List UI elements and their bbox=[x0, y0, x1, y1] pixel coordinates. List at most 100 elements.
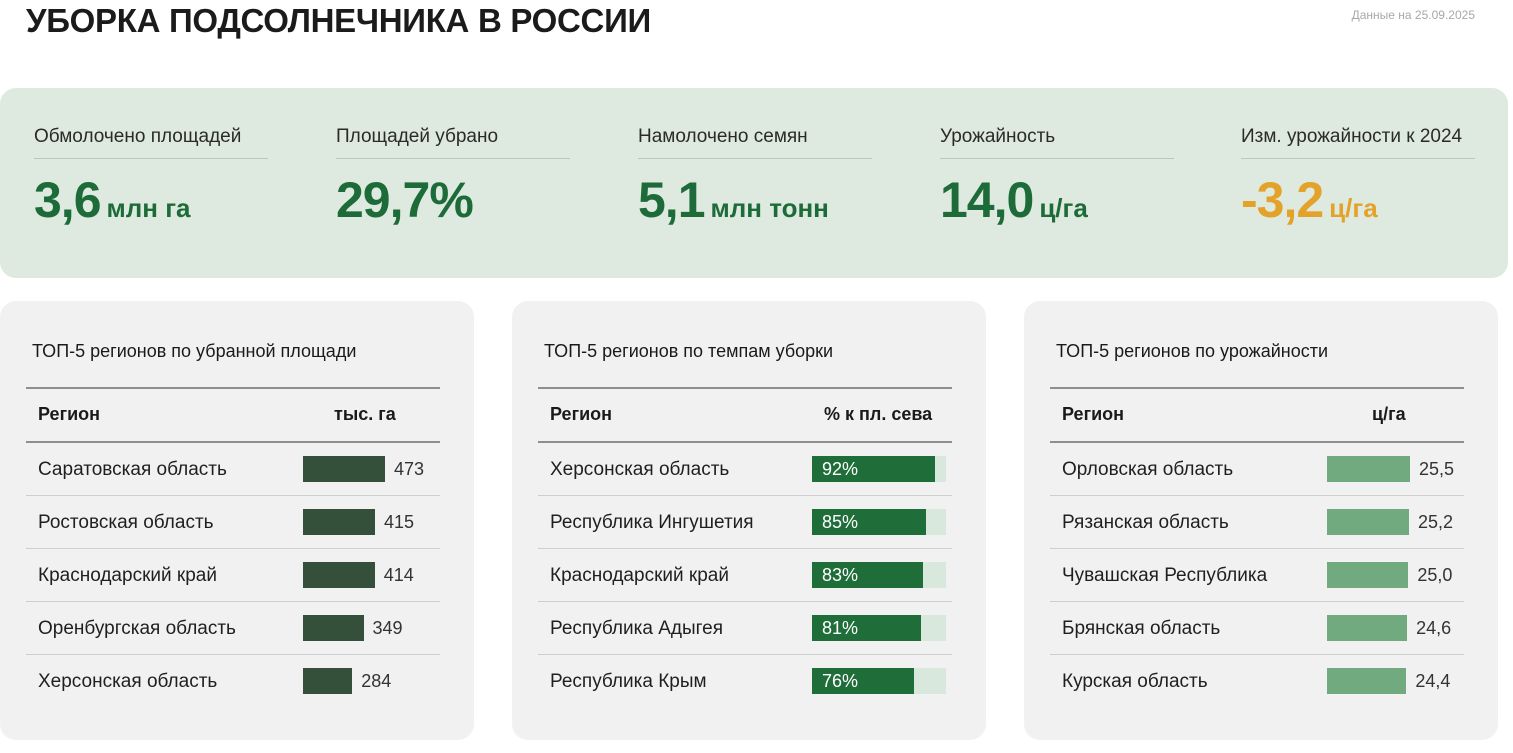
region-name: Саратовская область bbox=[38, 459, 227, 480]
card-title: ТОП-5 регионов по темпам уборки bbox=[544, 341, 834, 361]
kpi-yield-change: Изм. урожайности к 2024 -3,2 ц/га bbox=[1241, 126, 1475, 229]
table-row: Ростовская область 415 bbox=[26, 496, 440, 549]
kpi-unit: млн га bbox=[106, 193, 191, 223]
table-body: Орловская область 25,5 Рязанская область 25… bbox=[1050, 443, 1464, 707]
kpi-value: 3,6 bbox=[34, 172, 102, 228]
bar-value-label: 284 bbox=[361, 671, 392, 691]
table-row: Оренбургская область 349 bbox=[26, 602, 440, 655]
bar-value-label: 83% bbox=[822, 565, 859, 585]
bar-value-label: 81% bbox=[822, 618, 859, 638]
card-title: ТОП-5 регионов по урожайности bbox=[1056, 341, 1329, 361]
bar bbox=[1327, 668, 1407, 694]
kpi-label: Площадей убрано bbox=[336, 126, 570, 159]
table-top5-yield: Регион ц/га Орловская область 25,5 Рязанск… bbox=[1050, 387, 1464, 707]
bar-value-label: 24,6 bbox=[1416, 618, 1452, 638]
region-name: Херсонская область bbox=[550, 459, 730, 480]
table-row: Орловская область 25,5 bbox=[1050, 443, 1464, 496]
kpi-value: -3,2 bbox=[1241, 172, 1324, 228]
bar-value-label: 349 bbox=[372, 618, 403, 638]
table-row: Краснодарский край 414 bbox=[26, 549, 440, 602]
table-header: Регион тыс. га bbox=[26, 389, 440, 443]
region-name: Краснодарский край bbox=[550, 565, 729, 586]
kpi-label: Намолочено семян bbox=[638, 126, 872, 159]
region-name: Орловская область bbox=[1062, 459, 1234, 480]
column-header-region: Регион bbox=[550, 404, 612, 424]
bar-value-label: 473 bbox=[394, 459, 425, 479]
bar bbox=[1327, 509, 1410, 535]
bar-value-label: 25,2 bbox=[1418, 512, 1454, 532]
bar-value-label: 25,5 bbox=[1419, 459, 1455, 479]
kpi-value: 14,0 bbox=[940, 172, 1034, 228]
bar: 81% bbox=[812, 615, 921, 641]
table-row: Чувашская Республика 25,0 bbox=[1050, 549, 1464, 602]
region-name: Республика Ингушетия bbox=[550, 512, 754, 533]
table-row: Республика Адыгея 81% bbox=[538, 602, 952, 655]
table-top5-pace: Регион % к пл. сева Херсонская область 92… bbox=[538, 387, 952, 707]
region-name: Ростовская область bbox=[38, 512, 214, 533]
kpi-value: 29,7% bbox=[336, 172, 474, 228]
kpi-harvested-share: Площадей убрано 29,7% bbox=[336, 126, 570, 229]
bar-value-label: 92% bbox=[822, 459, 859, 479]
card-top5-pace: ТОП-5 регионов по темпам уборки Регион %… bbox=[512, 301, 986, 740]
kpi-panel: Обмолочено площадей 3,6 млн га Площадей у… bbox=[0, 88, 1508, 278]
bar: 83% bbox=[812, 562, 924, 588]
column-header-region: Регион bbox=[1062, 404, 1124, 424]
bar-value-label: 76% bbox=[822, 671, 859, 691]
region-name: Республика Крым bbox=[550, 671, 707, 692]
table-row: Курская область 24,4 bbox=[1050, 655, 1464, 707]
table-row: Краснодарский край 83% bbox=[538, 549, 952, 602]
kpi-label: Урожайность bbox=[940, 126, 1174, 159]
page-title: УБОРКА ПОДСОЛНЕЧНИКА В РОССИИ bbox=[26, 2, 651, 39]
table-row: Республика Крым 76% bbox=[538, 655, 952, 707]
kpi-unit: ц/га bbox=[1039, 193, 1088, 223]
region-name: Краснодарский край bbox=[38, 565, 217, 586]
bar-value-label: 25,0 bbox=[1417, 565, 1453, 585]
region-name: Оренбургская область bbox=[38, 618, 236, 639]
kpi-label: Изм. урожайности к 2024 bbox=[1241, 126, 1475, 159]
bar: 85% bbox=[812, 509, 926, 535]
table-row: Херсонская область 92% bbox=[538, 443, 952, 496]
bar bbox=[303, 456, 385, 482]
bar-value-label: 85% bbox=[822, 512, 859, 532]
bar-value-label: 24,4 bbox=[1415, 671, 1451, 691]
table-body: Саратовская область 473 Ростовская область… bbox=[26, 443, 440, 707]
bar bbox=[1327, 615, 1408, 641]
bar bbox=[303, 509, 375, 535]
kpi-value: 5,1 bbox=[638, 172, 706, 228]
kpi-yield: Урожайность 14,0 ц/га bbox=[940, 126, 1174, 229]
bar-value-label: 415 bbox=[383, 512, 414, 532]
kpi-unit: ц/га bbox=[1329, 193, 1378, 223]
table-row: Республика Ингушетия 85% bbox=[538, 496, 952, 549]
bar bbox=[1327, 456, 1410, 482]
bar bbox=[303, 562, 375, 588]
card-top5-yield: ТОП-5 регионов по урожайности Регион ц/г… bbox=[1024, 301, 1498, 740]
table-row: Херсонская область 284 bbox=[26, 655, 440, 707]
region-name: Чувашская Республика bbox=[1062, 565, 1268, 586]
kpi-threshed-area: Обмолочено площадей 3,6 млн га bbox=[34, 126, 268, 229]
bar bbox=[1327, 562, 1409, 588]
region-name: Республика Адыгея bbox=[550, 618, 723, 639]
table-row: Рязанская область 25,2 bbox=[1050, 496, 1464, 549]
column-header-region: Регион bbox=[38, 404, 100, 424]
table-body: Херсонская область 92% Республика Ингушети… bbox=[538, 443, 952, 707]
card-top5-area: ТОП-5 регионов по убранной площади Регио… bbox=[0, 301, 474, 740]
column-header-unit: ц/га bbox=[1372, 404, 1406, 424]
region-name: Брянская область bbox=[1062, 618, 1221, 639]
bar: 92% bbox=[812, 456, 936, 482]
table-header: Регион ц/га bbox=[1050, 389, 1464, 443]
data-date-note: Данные на 25.09.2025 bbox=[1351, 8, 1475, 22]
table-header: Регион % к пл. сева bbox=[538, 389, 952, 443]
region-name: Херсонская область bbox=[38, 671, 218, 692]
kpi-label: Обмолочено площадей bbox=[34, 126, 268, 159]
kpi-seeds-threshed: Намолочено семян 5,1 млн тонн bbox=[638, 126, 872, 229]
region-name: Курская область bbox=[1062, 671, 1208, 692]
column-header-unit: % к пл. сева bbox=[824, 404, 933, 424]
table-row: Брянская область 24,6 bbox=[1050, 602, 1464, 655]
bar-value-label: 414 bbox=[383, 565, 414, 585]
kpi-unit: млн тонн bbox=[710, 193, 829, 223]
card-title: ТОП-5 регионов по убранной площади bbox=[32, 341, 357, 361]
column-header-unit: тыс. га bbox=[334, 404, 396, 424]
table-row: Саратовская область 473 bbox=[26, 443, 440, 496]
table-top5-area: Регион тыс. га Саратовская область 473 Рос… bbox=[26, 387, 440, 707]
bar bbox=[303, 668, 353, 694]
